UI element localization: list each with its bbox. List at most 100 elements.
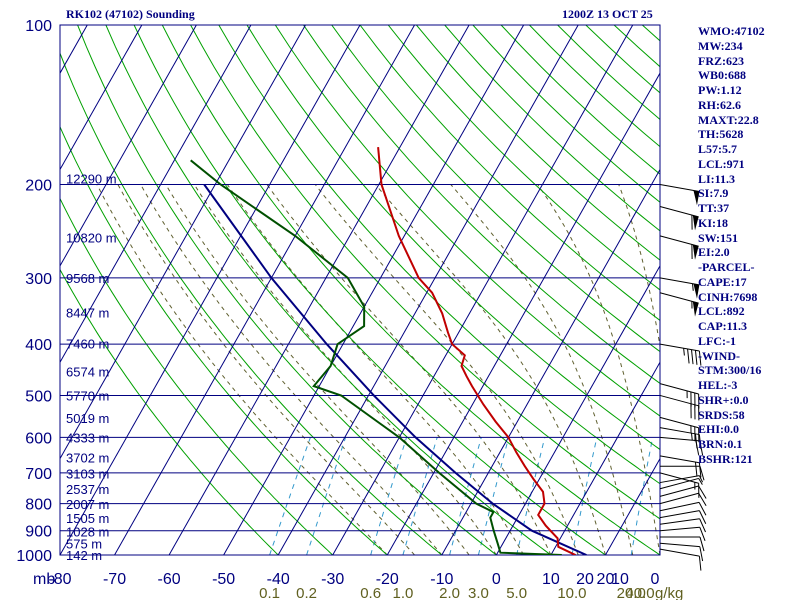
height-label: 8447 m [66,306,109,321]
wind-barb-full [698,485,707,499]
dry-adiabat-line [274,25,660,417]
wind-barb-shaft [659,501,700,512]
stat-line: WB0:688 [698,68,746,83]
height-label: 7460 m [66,337,109,352]
stat-line: EHI:0.0 [698,422,740,437]
wind-barbs [659,184,707,571]
stat-line: TH:5628 [698,127,744,142]
pressure-tick-label: 300 [25,271,52,288]
wind-barb-shaft [659,383,699,395]
mixing-ratio-label: 3.0 [468,585,489,600]
wind-barb-full [694,462,698,477]
mixing-ratio-label: 0.2 [296,585,317,600]
stat-line: MW:234 [698,38,743,53]
wind-barb-full [698,350,702,366]
height-label: 2007 m [66,497,109,512]
wind-barb-shaft [659,455,700,464]
wind-barb-full [699,546,704,562]
wind-barb-shaft [659,492,699,505]
stat-line: KI:18 [698,215,728,230]
wind-speed-tick-label: 10 [611,571,629,588]
chart-title: RK102 (47102) Sounding [66,7,195,21]
isotherm-line [332,25,634,555]
stat-line: LCL:892 [698,304,745,319]
wind-barb-full [698,493,707,507]
wind-barb-shaft [659,548,700,557]
wind-barb-full [694,350,698,365]
temperature-tick-label: -70 [103,571,126,588]
wind-barb-shaft [659,542,700,548]
parcel-trace [203,183,587,555]
dewpoint-trace [190,159,562,555]
isotherm-line [223,25,525,555]
height-label: 575 m [66,537,102,552]
moist-adiabat-line [450,184,634,555]
wind-barb-pennant [692,244,699,260]
moist-adiabat-line [96,184,388,555]
wind-barb-full [699,466,705,481]
stat-line: LFC:-1 [698,333,736,348]
profiles [60,25,660,555]
sounding-indices-panel: WMO:47102 MW:234 FRZ:623 WB0:688 PW:1.12… [698,24,765,467]
moist-adiabat-line [314,184,579,555]
stat-line: STM:300/16 [698,363,762,378]
wind-barb-shaft [659,518,700,525]
moist-adiabat-line [140,184,443,555]
wind-barb-shaft [659,436,700,442]
temperature-tick-label: -30 [321,571,344,588]
mixing-ratio-label: 40.0 [625,585,654,600]
mixing-ratio-line [370,437,407,555]
pressure-tick-label: 600 [25,430,52,447]
height-label: 6574 m [66,365,109,380]
pressure-tick-label: 200 [25,178,52,195]
pressure-tick-label: 800 [25,497,52,514]
wind-barb-full [687,348,690,364]
wind-barb-full [699,518,706,533]
dry-adiabat-line [303,25,660,385]
wind-barb-full [698,502,707,516]
wind-barb-half [692,283,694,291]
isotherm-line [114,25,415,555]
chart-datetime: 1200Z 13 OCT 25 [562,7,653,21]
dry-adiabat-line [161,25,660,555]
isotherm-line [441,168,660,555]
stat-line: SI:7.9 [698,186,729,201]
wind-barb-full [699,536,705,552]
mixing-ratio-line [269,437,311,555]
mixing-ratio-label: 20.0 [617,585,646,600]
height-label: 4333 m [66,430,109,445]
height-label: 1028 m [66,524,109,539]
height-label: 5770 m [66,388,109,403]
isotherm-line [605,457,660,555]
stat-line: LI:11.3 [698,171,736,186]
moist-adiabats [96,184,660,555]
temperature-tick-label: 20 [597,571,615,588]
wind-barb-half [698,475,704,483]
dry-adiabat-line [133,25,606,555]
dry-adiabat-line [60,197,334,555]
temperature-tick-label: 0 [492,571,501,588]
height-label: 1505 m [66,511,109,526]
height-label: 5019 m [66,411,109,426]
height-label: 3103 m [66,467,109,482]
mixing-ratio-label: 10.0 [557,585,586,600]
stat-line: L57:5.7 [698,142,737,156]
stat-line: SRDS:58 [698,407,745,422]
temperature-tick-label: -40 [267,571,290,588]
mixing-ratio-label: 5.0 [506,585,527,600]
isotherm-line [60,25,361,555]
height-labels: 12290 m 10820 m 9568 m 8447 m 7460 m 6574 m 57… [66,172,117,563]
wind-barb-shaft [659,206,699,218]
wind-speed-tick-label: 20 [576,571,594,588]
stat-line: SHR+:0.0 [698,392,749,407]
dry-adiabat-line [246,25,660,451]
wind-barb-full [698,462,702,478]
mixing-ratio-label: 0.6 [360,585,381,600]
dry-adiabats [60,25,660,555]
wind-barb-shaft [659,184,700,192]
moist-adiabat-line [165,184,470,555]
moist-adiabat-line [193,184,497,555]
pressure-tick-label: 1000 [16,548,52,565]
